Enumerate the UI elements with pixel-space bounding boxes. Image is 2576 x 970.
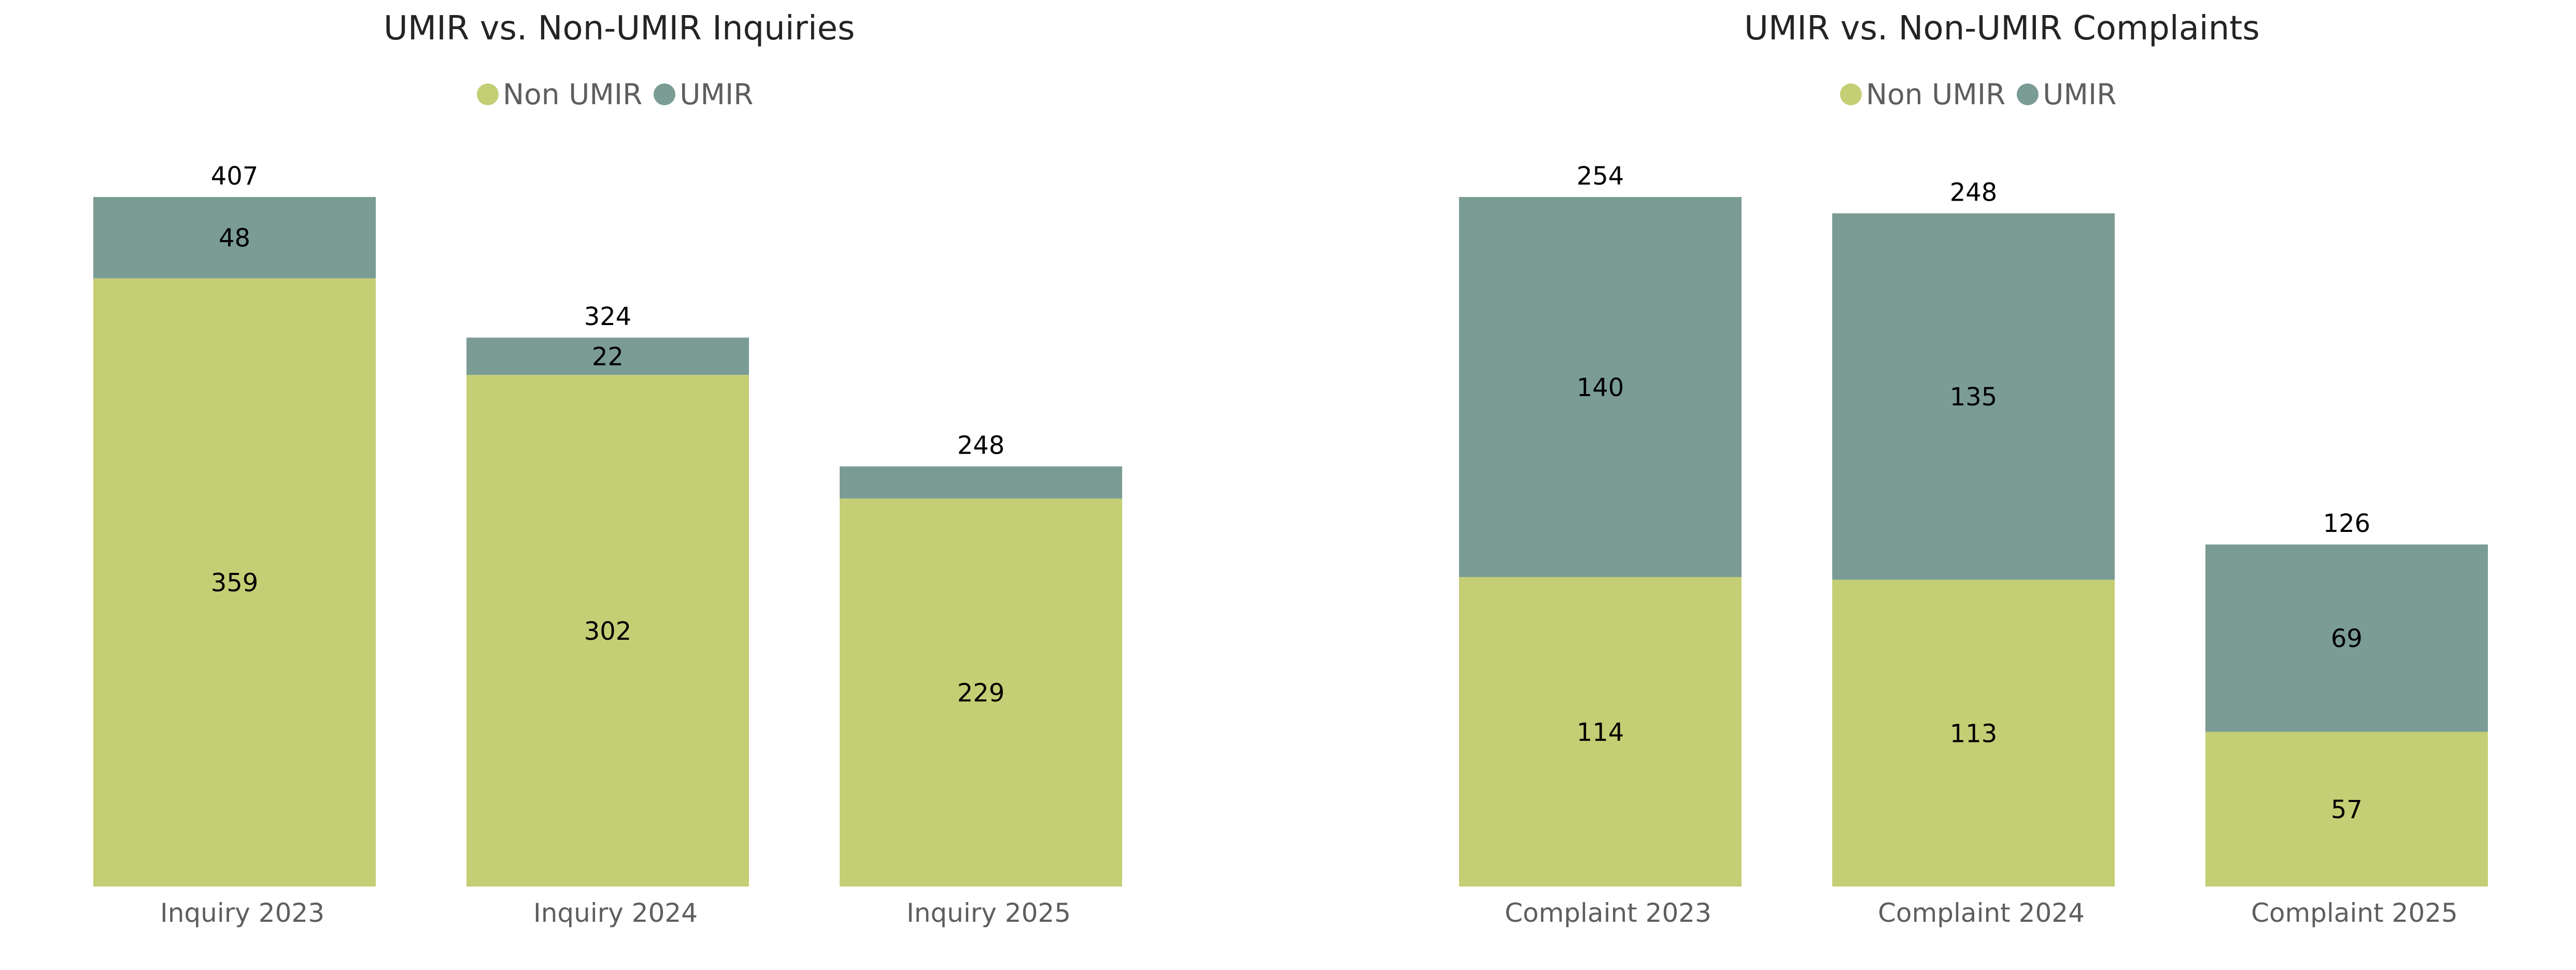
legend-label-non-umir: Non UMIR bbox=[1866, 78, 2006, 111]
legend-label-umir: UMIR bbox=[680, 78, 754, 111]
legend-label-umir: UMIR bbox=[2043, 78, 2117, 111]
chart-legend: Non UMIR UMIR bbox=[477, 78, 765, 111]
legend-swatch-umir bbox=[654, 83, 676, 105]
data-label-umir: 135 bbox=[1950, 383, 1998, 412]
legend-item-non-umir[interactable]: Non UMIR bbox=[1840, 78, 2005, 111]
data-label-non-umir: 229 bbox=[957, 679, 1005, 708]
x-tick-label: Inquiry 2025 bbox=[907, 898, 1071, 928]
bar-non-umir[interactable] bbox=[2205, 732, 2488, 887]
data-label-umir: 48 bbox=[219, 224, 250, 253]
data-label-umir: 22 bbox=[592, 342, 624, 371]
legend-swatch-umir bbox=[2017, 83, 2039, 105]
x-tick-label: Complaint 2023 bbox=[1505, 898, 1711, 928]
bar-non-umir[interactable] bbox=[840, 498, 1122, 887]
data-label-umir: 69 bbox=[2331, 624, 2362, 653]
total-label: 407 bbox=[211, 162, 259, 191]
total-label: 248 bbox=[1950, 178, 1998, 207]
bar-umir[interactable] bbox=[1459, 197, 1742, 578]
inquiries-chart: UMIR vs. Non-UMIR Inquiries Non UMIR UMI… bbox=[93, 9, 1122, 928]
legend-swatch-non-umir bbox=[477, 83, 499, 105]
data-label-non-umir: 302 bbox=[584, 617, 632, 646]
bar-umir[interactable] bbox=[1832, 213, 2115, 580]
total-label: 248 bbox=[957, 431, 1005, 460]
bar-umir[interactable] bbox=[93, 197, 376, 278]
chart-title: UMIR vs. Non-UMIR Complaints bbox=[1744, 9, 2260, 48]
bar-non-umir[interactable] bbox=[1832, 580, 2115, 887]
data-label-non-umir: 113 bbox=[1950, 719, 1998, 748]
data-label-non-umir: 57 bbox=[2331, 795, 2362, 824]
legend-item-non-umir[interactable]: Non UMIR bbox=[477, 78, 642, 111]
data-label-non-umir: 359 bbox=[211, 569, 259, 598]
chart-title: UMIR vs. Non-UMIR Inquiries bbox=[384, 9, 855, 48]
complaints-chart: UMIR vs. Non-UMIR Complaints Non UMIR UM… bbox=[1288, 0, 2576, 970]
x-tick-label: Complaint 2024 bbox=[1878, 898, 2085, 928]
legend-item-umir[interactable]: UMIR bbox=[2017, 78, 2116, 111]
chart-legend: Non UMIR UMIR bbox=[1840, 78, 2128, 111]
bar-umir[interactable] bbox=[466, 338, 749, 375]
x-tick-label: Inquiry 2023 bbox=[160, 898, 324, 928]
data-label-non-umir: 114 bbox=[1577, 718, 1624, 747]
bar-non-umir[interactable] bbox=[93, 278, 376, 887]
inquiries-plot-area: 359 48 407 Inquiry 2023 302 22 324 Inquiry 2024… bbox=[93, 162, 1122, 928]
total-label: 324 bbox=[584, 302, 632, 331]
total-label: 126 bbox=[2323, 509, 2371, 538]
bar-umir[interactable] bbox=[840, 466, 1122, 499]
complaints-plot-area: 114 140 254 Complaint 2023 113 135 248 Complain… bbox=[1459, 162, 2488, 928]
legend-label-non-umir: Non UMIR bbox=[503, 78, 643, 111]
legend-swatch-non-umir bbox=[1840, 83, 1862, 105]
bar-umir[interactable] bbox=[2205, 544, 2488, 732]
bar-non-umir[interactable] bbox=[1459, 577, 1742, 887]
total-label: 254 bbox=[1577, 162, 1624, 191]
bar-non-umir[interactable] bbox=[466, 375, 749, 887]
data-label-umir: 140 bbox=[1577, 373, 1624, 402]
legend-item-umir[interactable]: UMIR bbox=[654, 78, 753, 111]
x-tick-label: Inquiry 2024 bbox=[533, 898, 698, 928]
x-tick-label: Complaint 2025 bbox=[2251, 898, 2458, 928]
